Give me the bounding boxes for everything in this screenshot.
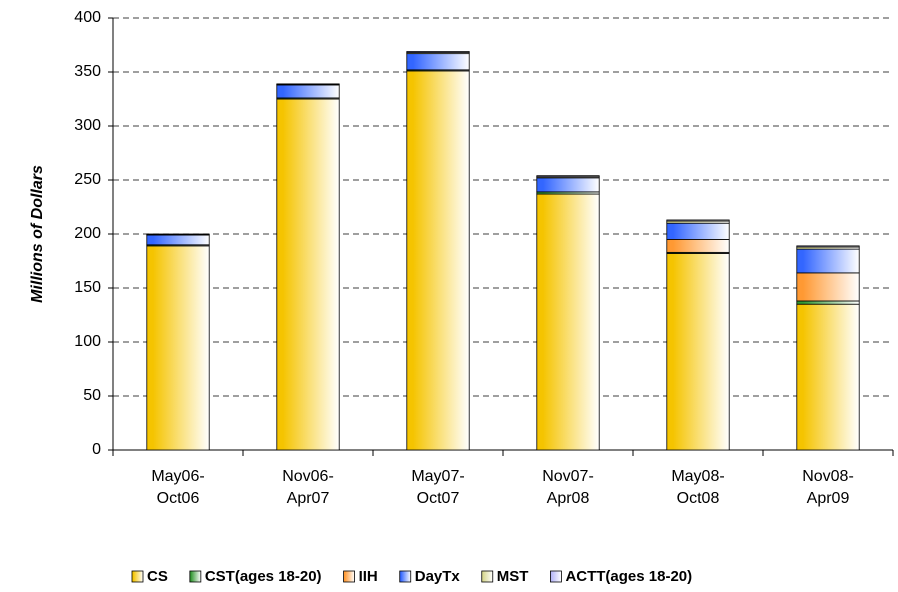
y-axis-label: Millions of Dollars [29, 165, 46, 303]
bar-segment [536, 193, 600, 451]
bar-segment [276, 83, 340, 85]
y-tick-label: 50 [83, 387, 101, 404]
x-tick-label: May07-Oct07 [411, 468, 465, 507]
legend-label: CST(ages 18-20) [205, 568, 322, 585]
bar-segment [536, 177, 600, 193]
x-tick-label: May08-Oct08 [671, 468, 725, 507]
y-tick-label: 350 [74, 63, 101, 80]
legend-swatch [343, 570, 355, 583]
bar-segment [666, 222, 730, 240]
legend-label: MST [497, 568, 529, 585]
bar-segment [536, 175, 600, 178]
y-tick-label: 400 [74, 9, 101, 26]
legend-swatch [131, 570, 144, 583]
y-tick-label: 300 [74, 117, 101, 134]
bar-segment [666, 238, 730, 253]
legend-label: CS [147, 568, 168, 585]
legend-swatch [189, 570, 202, 583]
y-tick-label: 100 [74, 333, 101, 350]
bar-segment [796, 300, 860, 305]
legend-label: IIH [359, 568, 378, 585]
bar-segment [796, 245, 860, 248]
bar-segment [796, 248, 860, 274]
legend-swatch [550, 570, 562, 583]
bar-segment [666, 253, 730, 451]
x-tick-label: May06-Oct06 [151, 468, 205, 507]
legend-label: DayTx [415, 568, 461, 585]
bar-segment [146, 234, 210, 246]
y-tick-label: 250 [74, 171, 101, 188]
bar-segment [796, 303, 860, 451]
bar-segment [406, 51, 470, 53]
bar-segment [276, 98, 340, 451]
bar-segment [406, 53, 470, 71]
bar-segment [666, 219, 730, 222]
bar-segment [796, 272, 860, 302]
y-tick-label: 150 [74, 279, 101, 296]
bar-segment [146, 245, 210, 451]
x-tick-label: Nov07-Apr08 [542, 468, 594, 507]
legend-swatch [399, 570, 412, 583]
bar-segment [406, 70, 470, 451]
legend-label: ACTT(ages 18-20) [565, 568, 692, 585]
bar-segment [146, 233, 210, 235]
x-tick-label: Nov08-Apr09 [802, 468, 854, 507]
legend-swatch [481, 570, 494, 583]
x-tick-label: Nov06-Apr07 [282, 468, 334, 507]
y-tick-label: 0 [92, 441, 101, 458]
bar-segment [276, 84, 340, 99]
y-tick-label: 200 [74, 225, 101, 242]
